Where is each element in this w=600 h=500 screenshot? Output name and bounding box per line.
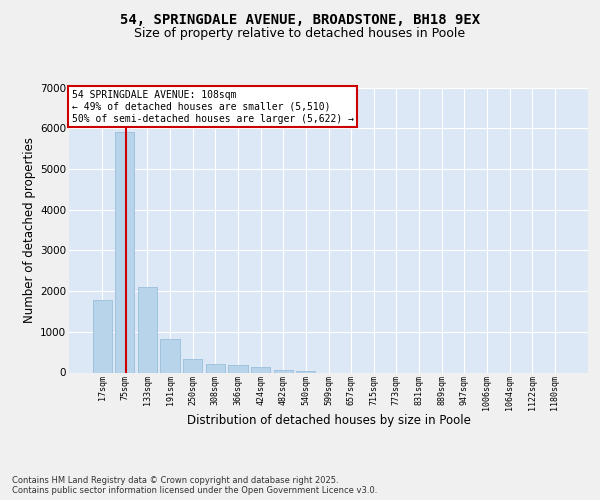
X-axis label: Distribution of detached houses by size in Poole: Distribution of detached houses by size … bbox=[187, 414, 470, 428]
Bar bbox=[274, 370, 293, 372]
Y-axis label: Number of detached properties: Number of detached properties bbox=[23, 137, 36, 323]
Bar bbox=[92, 300, 112, 372]
Text: 54 SPRINGDALE AVENUE: 108sqm
← 49% of detached houses are smaller (5,510)
50% of: 54 SPRINGDALE AVENUE: 108sqm ← 49% of de… bbox=[71, 90, 353, 124]
Bar bbox=[183, 359, 202, 372]
Bar bbox=[229, 366, 248, 372]
Bar bbox=[138, 287, 157, 372]
Bar bbox=[206, 364, 225, 372]
Bar bbox=[160, 339, 180, 372]
Bar bbox=[296, 371, 316, 372]
Text: Size of property relative to detached houses in Poole: Size of property relative to detached ho… bbox=[134, 28, 466, 40]
Bar bbox=[251, 367, 270, 372]
Text: Contains HM Land Registry data © Crown copyright and database right 2025.
Contai: Contains HM Land Registry data © Crown c… bbox=[12, 476, 377, 495]
Bar bbox=[115, 132, 134, 372]
Text: 54, SPRINGDALE AVENUE, BROADSTONE, BH18 9EX: 54, SPRINGDALE AVENUE, BROADSTONE, BH18 … bbox=[120, 12, 480, 26]
